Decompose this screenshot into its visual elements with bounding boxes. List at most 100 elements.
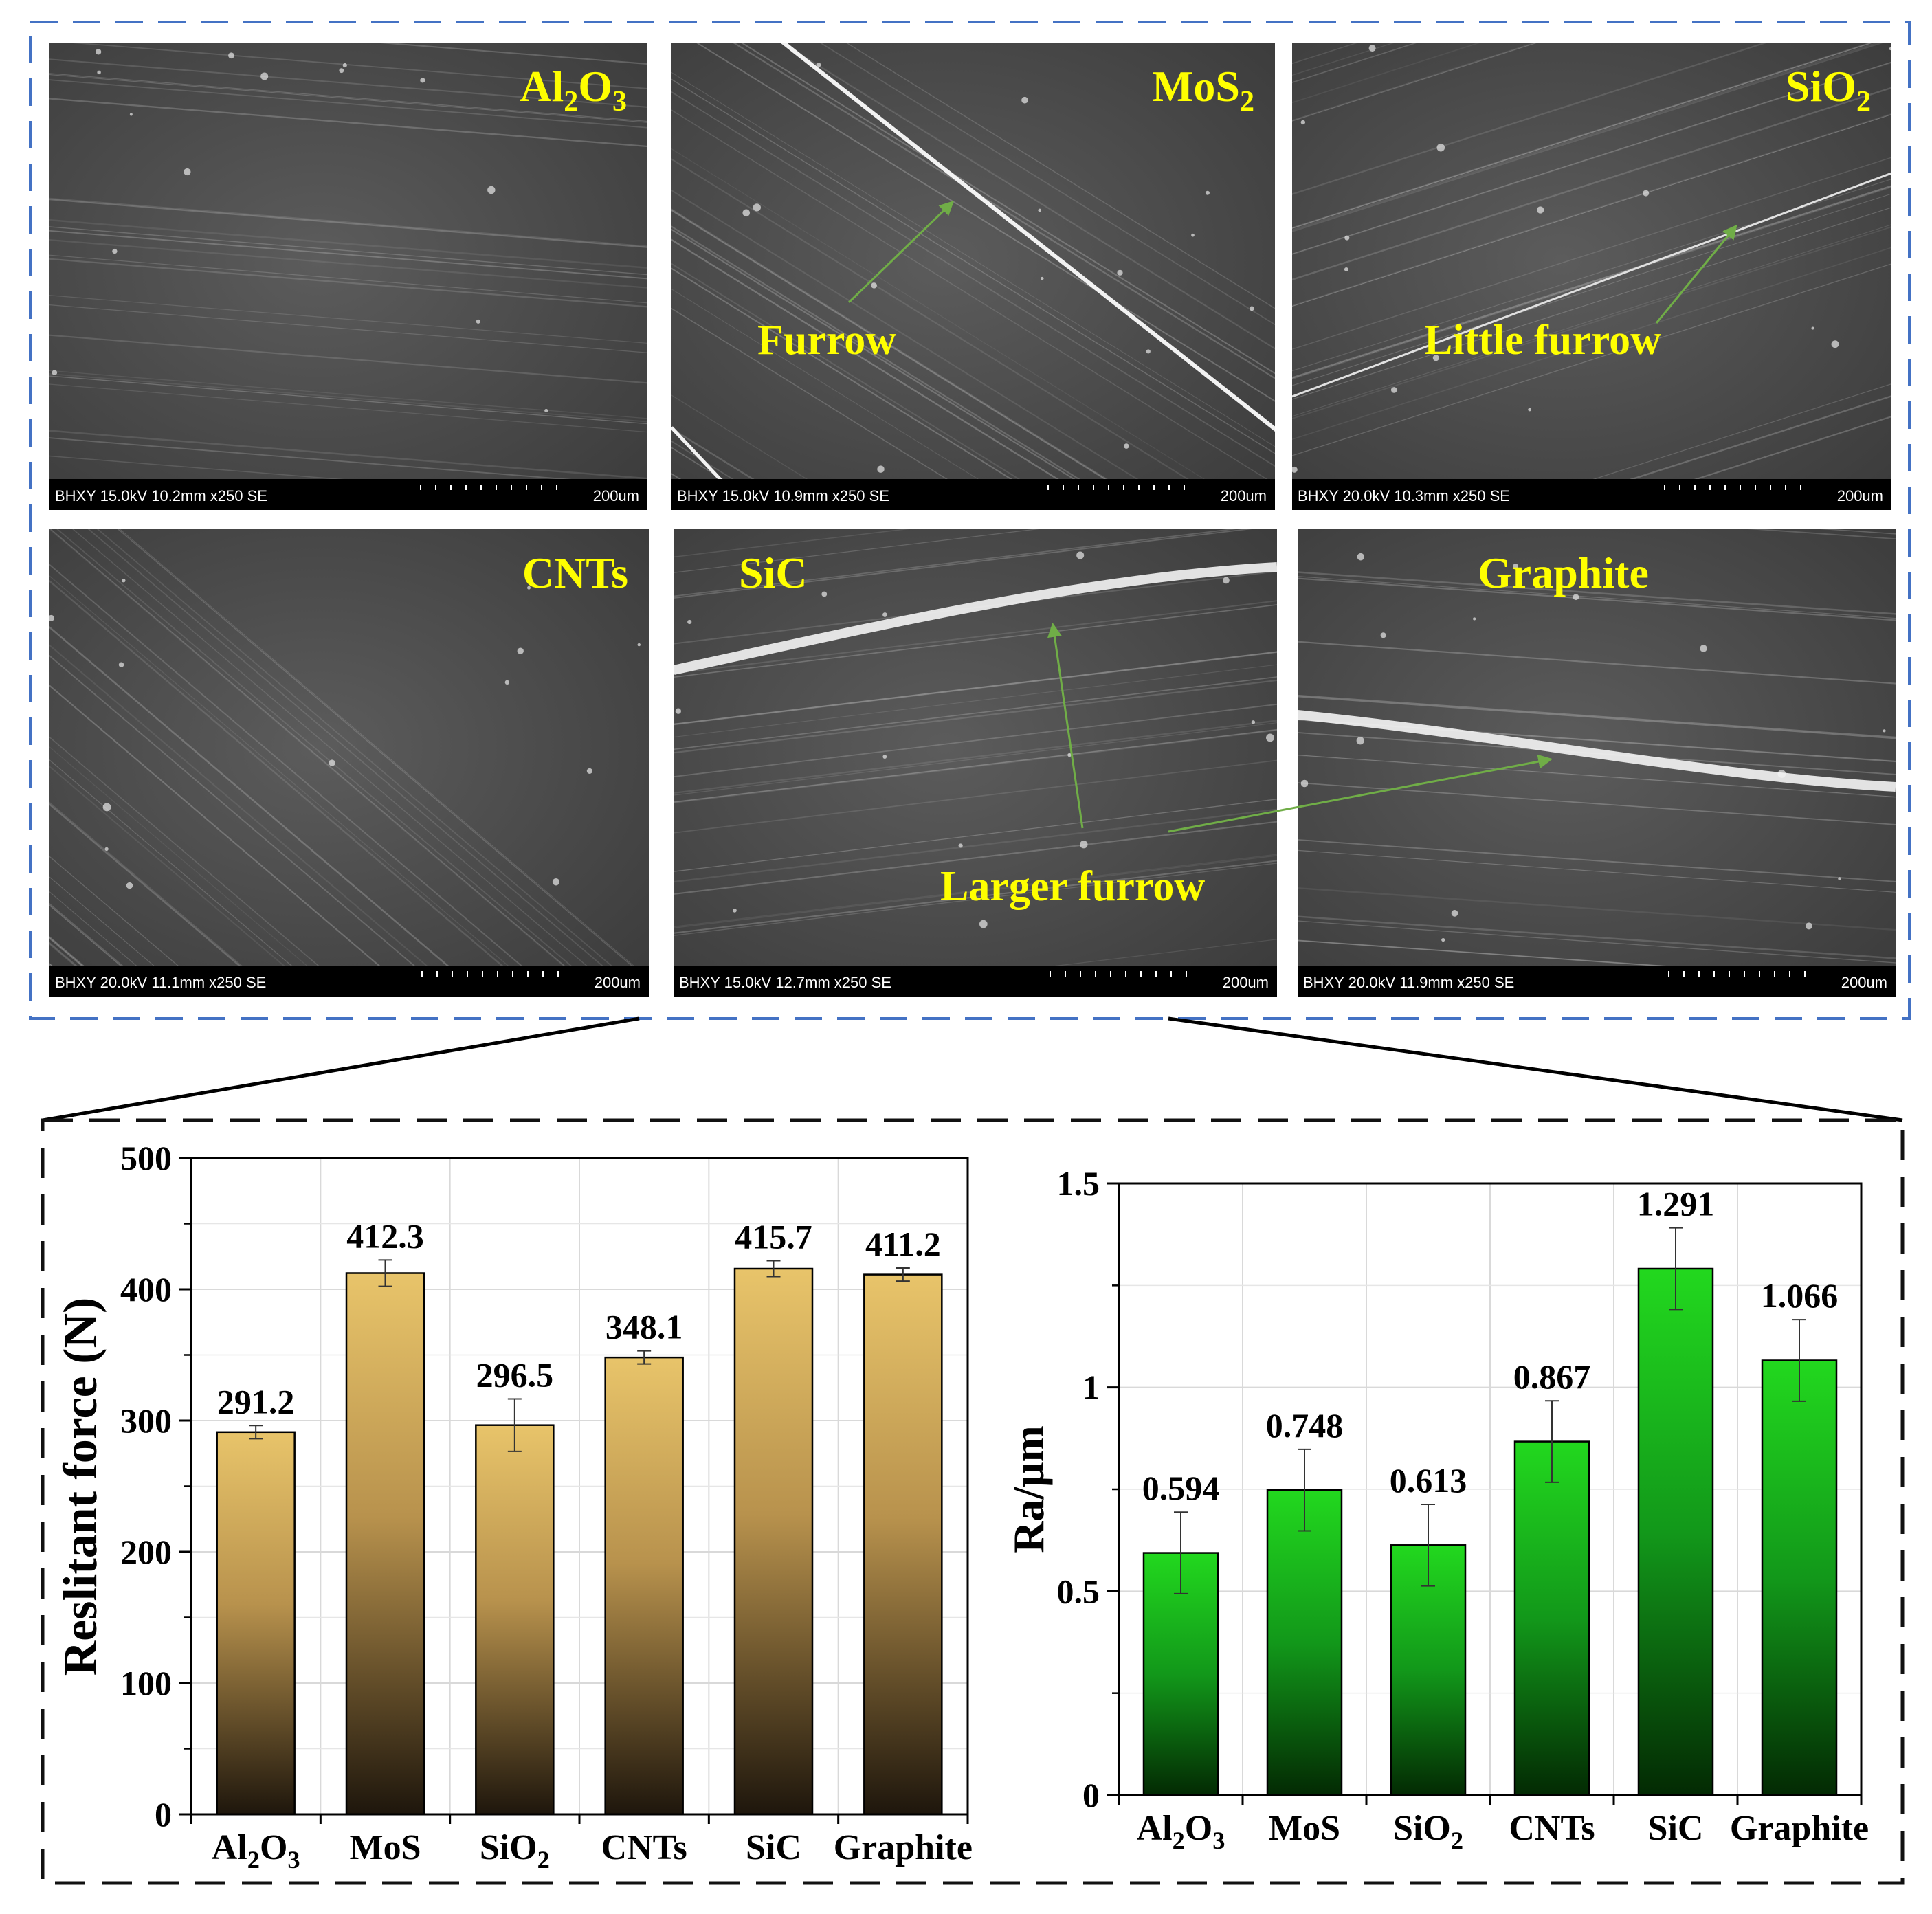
category-label: SiC: [746, 1828, 801, 1867]
y-tick-label: 1: [1082, 1368, 1100, 1407]
bar-cnts: [1513, 1440, 1590, 1796]
y-tick-label: 300: [120, 1401, 172, 1440]
sem-annotations: Furrow Little furrow Larger furrow: [757, 201, 1737, 910]
value-label: 0.748: [1266, 1406, 1344, 1445]
sem-image: [1292, 43, 1891, 479]
value-label: 291.2: [217, 1382, 295, 1421]
sem-image: [49, 43, 647, 479]
little-furrow-arrow: [1655, 224, 1737, 324]
sem-panel-label: SiC: [739, 548, 808, 597]
sem-panel-label: Graphite: [1478, 548, 1649, 597]
sem-panel-frame: [29, 21, 1911, 1020]
sem-panel-label: CNTs: [522, 548, 628, 597]
bar-graphite: [863, 1273, 943, 1816]
bar-sic: [1637, 1267, 1714, 1796]
bar-sio2: [1390, 1544, 1467, 1796]
error-bar: [766, 1260, 781, 1278]
sem-panel-sic: BHXY 15.0kV 12.7mm x250 SE 200um SiC: [674, 529, 1277, 997]
error-bar: [1545, 1400, 1559, 1483]
sem-image: [671, 43, 1275, 479]
value-label: 1.291: [1637, 1185, 1715, 1223]
furrow-label: Furrow: [757, 317, 896, 364]
value-label: 296.5: [476, 1355, 554, 1394]
roughness-chart: 0.594 Al2O3 0.748 MoS 0.613 SiO2 0.867 CNTs 1.29…: [1004, 1164, 1869, 1854]
error-bar: [1174, 1511, 1188, 1594]
sem-texture: [674, 529, 1277, 966]
larger-furrow-arrow-2: [1168, 754, 1553, 833]
sem-scale-text: 200um: [1837, 487, 1883, 504]
sem-info-bar: [49, 479, 647, 510]
error-bar: [1669, 1227, 1683, 1311]
sem-texture: [49, 529, 641, 966]
y-axis-label: Reslitant force (N): [54, 1298, 107, 1676]
bar-sio2: [475, 1424, 555, 1816]
little-furrow-label: Little furrow: [1424, 317, 1661, 364]
sem-info-bar: [1292, 479, 1891, 510]
error-bar: [507, 1398, 522, 1452]
bar-cnts: [604, 1356, 684, 1816]
sem-image: [1298, 529, 1896, 966]
sem-info-text: BHXY 20.0kV 11.9mm x250 SE: [1303, 974, 1514, 991]
y-tick-label: 0: [155, 1795, 172, 1834]
chart-frame: [41, 1118, 1905, 1885]
sem-scale-text: 200um: [1841, 974, 1887, 991]
sem-info-bar: [674, 966, 1277, 997]
y-tick-label: 500: [120, 1139, 172, 1177]
category-label: Graphite: [834, 1828, 973, 1867]
y-tick-label: 400: [120, 1270, 172, 1309]
sem-texture: [49, 43, 647, 479]
y-tick-label: 1.5: [1057, 1164, 1100, 1203]
sem-panel-cnts: BHXY 20.0kV 11.1mm x250 SE 200um CNTs: [49, 529, 649, 997]
error-bar: [1298, 1448, 1311, 1532]
bar-sic: [733, 1267, 814, 1816]
error-bar: [896, 1267, 910, 1282]
category-label: CNTs: [1509, 1809, 1595, 1848]
value-label: 411.2: [865, 1225, 941, 1263]
sem-info-text: BHXY 15.0kV 10.2mm x250 SE: [55, 487, 267, 504]
sem-info-bar: [49, 966, 649, 997]
sem-info-text: BHXY 15.0kV 12.7mm x250 SE: [679, 974, 891, 991]
sem-texture: [671, 43, 1275, 479]
connector-left: [42, 1016, 640, 1122]
sem-info-text: BHXY 20.0kV 10.3mm x250 SE: [1298, 487, 1510, 504]
y-axis-label: Ra/μm: [1004, 1425, 1053, 1553]
value-label: 415.7: [735, 1218, 812, 1256]
sem-panel-label: MoS2: [1152, 62, 1254, 118]
category-label: MoS: [1269, 1809, 1340, 1848]
error-bar: [637, 1350, 652, 1365]
sem-scale-text: 200um: [595, 974, 641, 991]
furrow-arrow: [847, 201, 955, 304]
sem-panel-label: SiO2: [1786, 62, 1871, 118]
value-label: 348.1: [606, 1308, 683, 1346]
larger-furrow-arrow-1: [1047, 622, 1084, 829]
category-label: SiC: [1648, 1809, 1704, 1848]
sem-info-text: BHXY 15.0kV 10.9mm x250 SE: [677, 487, 889, 504]
y-tick-label: 0.5: [1057, 1572, 1100, 1610]
sem-scale-text: 200um: [593, 487, 639, 504]
grid: [1119, 1183, 1861, 1796]
sem-panel-graphite: BHXY 20.0kV 11.9mm x250 SE 200um Graphite: [1298, 529, 1896, 997]
y-tick-label: 0: [1082, 1776, 1100, 1814]
sem-texture: [1292, 43, 1891, 479]
sem-panel-sio2: BHXY 20.0kV 10.3mm x250 SE 200um SiO2: [1292, 43, 1891, 510]
sem-scale-text: 200um: [1221, 487, 1267, 504]
connector-right: [1168, 1016, 1903, 1122]
sem-info-bar: [1298, 966, 1896, 997]
bar-mos: [1266, 1489, 1343, 1796]
sem-image-grid: BHXY 15.0kV 10.2mm x250 SE 200umAl2O3BHXY…: [49, 43, 1896, 997]
value-label: 0.613: [1390, 1461, 1467, 1500]
category-label: Al2O3: [212, 1828, 300, 1873]
sem-image: [49, 529, 649, 966]
sem-info-text: BHXY 20.0kV 11.1mm x250 SE: [55, 974, 266, 991]
larger-furrow-label: Larger furrow: [940, 863, 1205, 910]
bar-mos: [345, 1272, 425, 1816]
value-label: 1.066: [1761, 1276, 1839, 1315]
resultant-force-chart: 291.2 Al2O3 412.3 MoS 296.5 SiO2 348.1 CNTs 415.…: [54, 1139, 973, 1873]
category-label: Graphite: [1730, 1809, 1869, 1848]
y-tick-label: 200: [120, 1533, 172, 1571]
category-label: Al2O3: [1137, 1809, 1225, 1854]
sem-panel-al2o3: BHXY 15.0kV 10.2mm x250 SE 200um Al2O3: [49, 43, 647, 510]
value-label: 0.867: [1513, 1357, 1591, 1396]
